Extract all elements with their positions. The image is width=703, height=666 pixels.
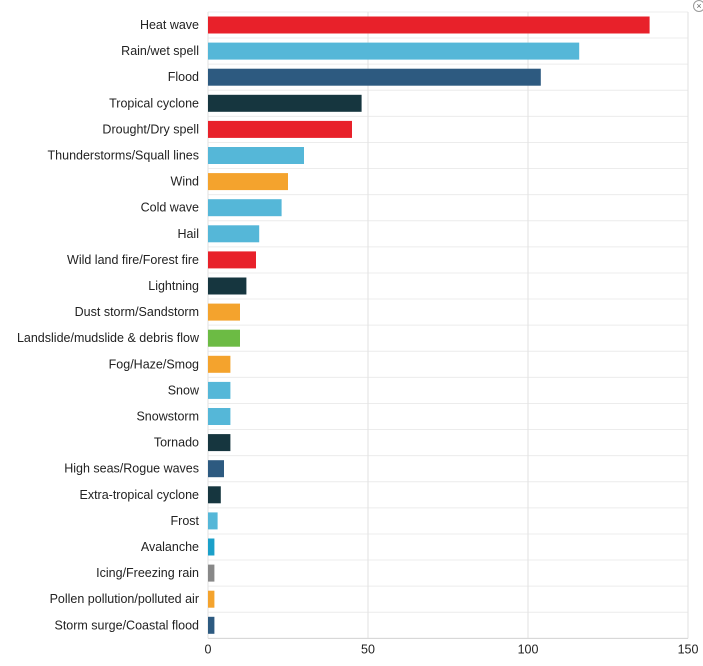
category-label: Extra-tropical cyclone xyxy=(80,488,200,502)
category-label: Lightning xyxy=(148,279,199,293)
category-label: Cold wave xyxy=(141,201,199,215)
category-label: Tornado xyxy=(154,436,199,450)
category-label: Drought/Dry spell xyxy=(102,122,199,136)
bar[interactable] xyxy=(208,486,221,504)
category-label: Heat wave xyxy=(140,18,199,32)
category-label: Snowstorm xyxy=(136,410,199,424)
category-label: Wild land fire/Forest fire xyxy=(67,253,199,267)
x-tick-label: 0 xyxy=(205,642,212,656)
category-label: Storm surge/Coastal flood xyxy=(54,618,199,632)
category-label: Snow xyxy=(168,383,200,397)
bar[interactable] xyxy=(208,16,650,34)
bar[interactable] xyxy=(208,408,231,425)
bar[interactable] xyxy=(208,199,282,217)
category-label: Icing/Freezing rain xyxy=(96,566,199,580)
x-tick-label: 100 xyxy=(518,642,539,656)
category-label: Fog/Haze/Smog xyxy=(109,357,199,371)
category-label: Tropical cyclone xyxy=(109,96,199,110)
bar[interactable] xyxy=(208,460,224,478)
bar[interactable] xyxy=(208,94,362,112)
bar[interactable] xyxy=(208,590,215,608)
x-axis: 0 50 100 150 xyxy=(205,637,699,656)
category-label: High seas/Rogue waves xyxy=(64,462,199,476)
bar[interactable] xyxy=(208,512,218,530)
bar[interactable] xyxy=(208,538,215,556)
category-labels: Heat wave Rain/wet spell Flood Tropical cyc… xyxy=(17,18,200,632)
bar[interactable] xyxy=(208,329,240,347)
category-label: Wind xyxy=(171,175,200,189)
category-label: Thunderstorms/Squall lines xyxy=(48,149,199,163)
bar[interactable] xyxy=(208,303,240,321)
bar[interactable] xyxy=(208,381,231,399)
bar[interactable] xyxy=(208,120,352,138)
category-label: Dust storm/Sandstorm xyxy=(75,305,199,319)
category-label: Pollen pollution/polluted air xyxy=(50,592,199,606)
x-tick-label: 150 xyxy=(678,642,699,656)
bar[interactable] xyxy=(208,68,541,86)
category-label: Landslide/mudslide & debris flow xyxy=(17,331,200,345)
close-icon[interactable]: × xyxy=(693,0,703,12)
bar[interactable] xyxy=(208,277,247,295)
bar[interactable] xyxy=(208,251,256,269)
bars-group xyxy=(208,16,650,634)
bar[interactable] xyxy=(208,173,288,191)
bar[interactable] xyxy=(208,225,260,243)
category-label: Frost xyxy=(171,514,200,528)
bar[interactable] xyxy=(208,564,215,582)
bar[interactable] xyxy=(208,434,231,452)
x-tick-label: 50 xyxy=(361,642,375,656)
bar[interactable] xyxy=(208,355,231,373)
bar[interactable] xyxy=(208,616,215,634)
category-label: Rain/wet spell xyxy=(121,44,199,58)
category-label: Hail xyxy=(177,227,199,241)
bar[interactable] xyxy=(208,42,580,60)
category-label: Avalanche xyxy=(141,540,199,554)
category-label: Flood xyxy=(168,70,199,84)
bar[interactable] xyxy=(208,147,304,164)
